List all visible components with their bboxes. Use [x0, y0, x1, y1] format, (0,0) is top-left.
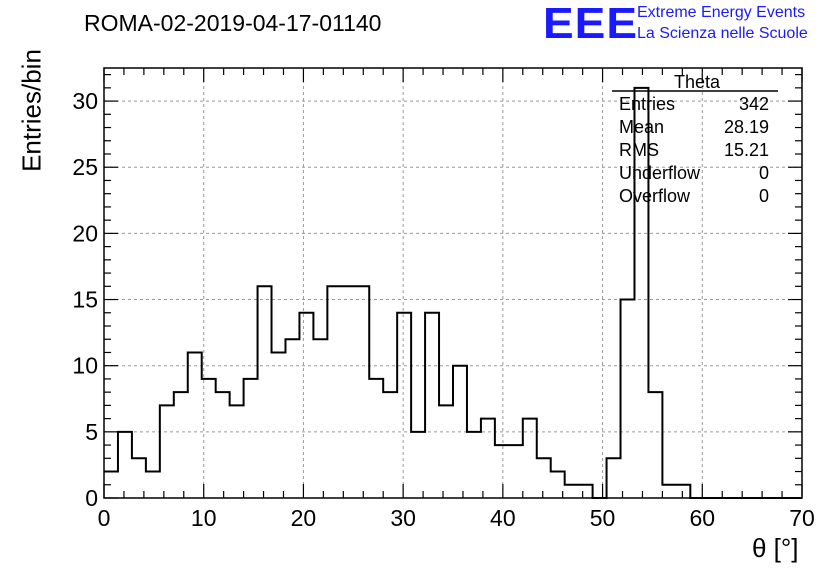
x-tick-label: 40 — [490, 505, 516, 531]
x-tick-label: 50 — [590, 505, 616, 531]
run-title: ROMA-02-2019-04-17-01140 — [84, 10, 382, 36]
eee-logo-line2: La Scienza nelle Scuole — [637, 25, 808, 42]
histogram-bin — [481, 419, 495, 498]
y-tick-label: 20 — [72, 220, 98, 246]
histogram-bin — [355, 286, 369, 498]
histogram-bin — [425, 313, 439, 498]
x-tick-label: 60 — [689, 505, 715, 531]
histogram-bin — [397, 313, 411, 498]
histogram-bin — [565, 485, 579, 498]
histogram-bin — [453, 366, 467, 498]
histogram-bin — [188, 352, 202, 498]
histogram-bin — [341, 286, 355, 498]
stats-row-value: 15.21 — [724, 140, 769, 160]
x-tick-label: 10 — [191, 505, 217, 531]
y-tick-label: 15 — [72, 287, 98, 313]
y-tick-label: 25 — [72, 154, 98, 180]
histogram-bin — [202, 379, 216, 498]
stats-row-label: Entries — [619, 94, 675, 114]
y-tick-label: 30 — [72, 88, 98, 114]
histogram-bin — [118, 432, 132, 498]
histogram-bin — [509, 445, 523, 498]
histogram-bin — [272, 352, 286, 498]
histogram-bin — [216, 392, 230, 498]
histogram-bin — [621, 300, 635, 498]
y-tick-label: 0 — [85, 485, 98, 511]
y-tick-label: 10 — [72, 353, 98, 379]
stats-row-label: Overflow — [619, 186, 691, 206]
stats-row-label: Underflow — [619, 163, 701, 183]
stats-row-label: RMS — [619, 140, 659, 160]
histogram-bin — [676, 485, 690, 498]
histogram-bin — [495, 445, 509, 498]
histogram-bin — [369, 379, 383, 498]
eee-logo-line1: Extreme Energy Events — [637, 4, 806, 21]
histogram-bin — [607, 458, 621, 498]
x-tick-label: 70 — [789, 505, 815, 531]
histogram-bin — [299, 313, 313, 498]
eee-logo-caption: Extreme Energy Events La Scienza nelle S… — [637, 2, 808, 44]
histogram-bin — [537, 458, 551, 498]
histogram-bin — [327, 286, 341, 498]
x-tick-label: 30 — [390, 505, 416, 531]
histogram-bin — [313, 339, 327, 498]
x-tick-label: 20 — [291, 505, 317, 531]
histogram-line — [104, 86, 802, 499]
x-tick-label: 0 — [98, 505, 111, 531]
histogram-bin — [174, 392, 188, 498]
histogram-bin — [523, 419, 537, 498]
stats-row-value: 28.19 — [724, 117, 769, 137]
histogram-bin — [285, 339, 299, 498]
histogram-bin — [244, 379, 258, 498]
axis-ticks — [103, 68, 803, 499]
histogram-bin — [411, 432, 425, 498]
histogram-bin — [662, 485, 676, 498]
histogram-bin — [258, 286, 272, 498]
plot-frame — [103, 67, 803, 499]
eee-logo: EEE — [543, 0, 639, 48]
tick-labels: 0 10 20 30 40 50 60 70 0 5 10 15 20 25 30 — [72, 88, 814, 531]
histogram-bin — [648, 392, 662, 498]
histogram-bin — [579, 485, 593, 498]
x-axis-label: θ [°] — [752, 533, 799, 563]
histogram-bin — [146, 472, 160, 498]
histogram-bin — [467, 432, 481, 498]
y-axis-label: Entries/bin — [16, 49, 47, 172]
y-tick-label: 5 — [85, 419, 98, 445]
histogram-bin — [439, 405, 453, 498]
stats-row-value: 342 — [739, 94, 769, 114]
histogram-bin — [230, 405, 244, 498]
histogram-bin — [383, 392, 397, 498]
histogram-series — [104, 86, 802, 499]
stats-title: Theta — [674, 72, 721, 92]
stats-row-value: 0 — [759, 163, 769, 183]
stats-row-value: 0 — [759, 186, 769, 206]
histogram-bin — [160, 405, 174, 498]
stats-row-label: Mean — [619, 117, 664, 137]
